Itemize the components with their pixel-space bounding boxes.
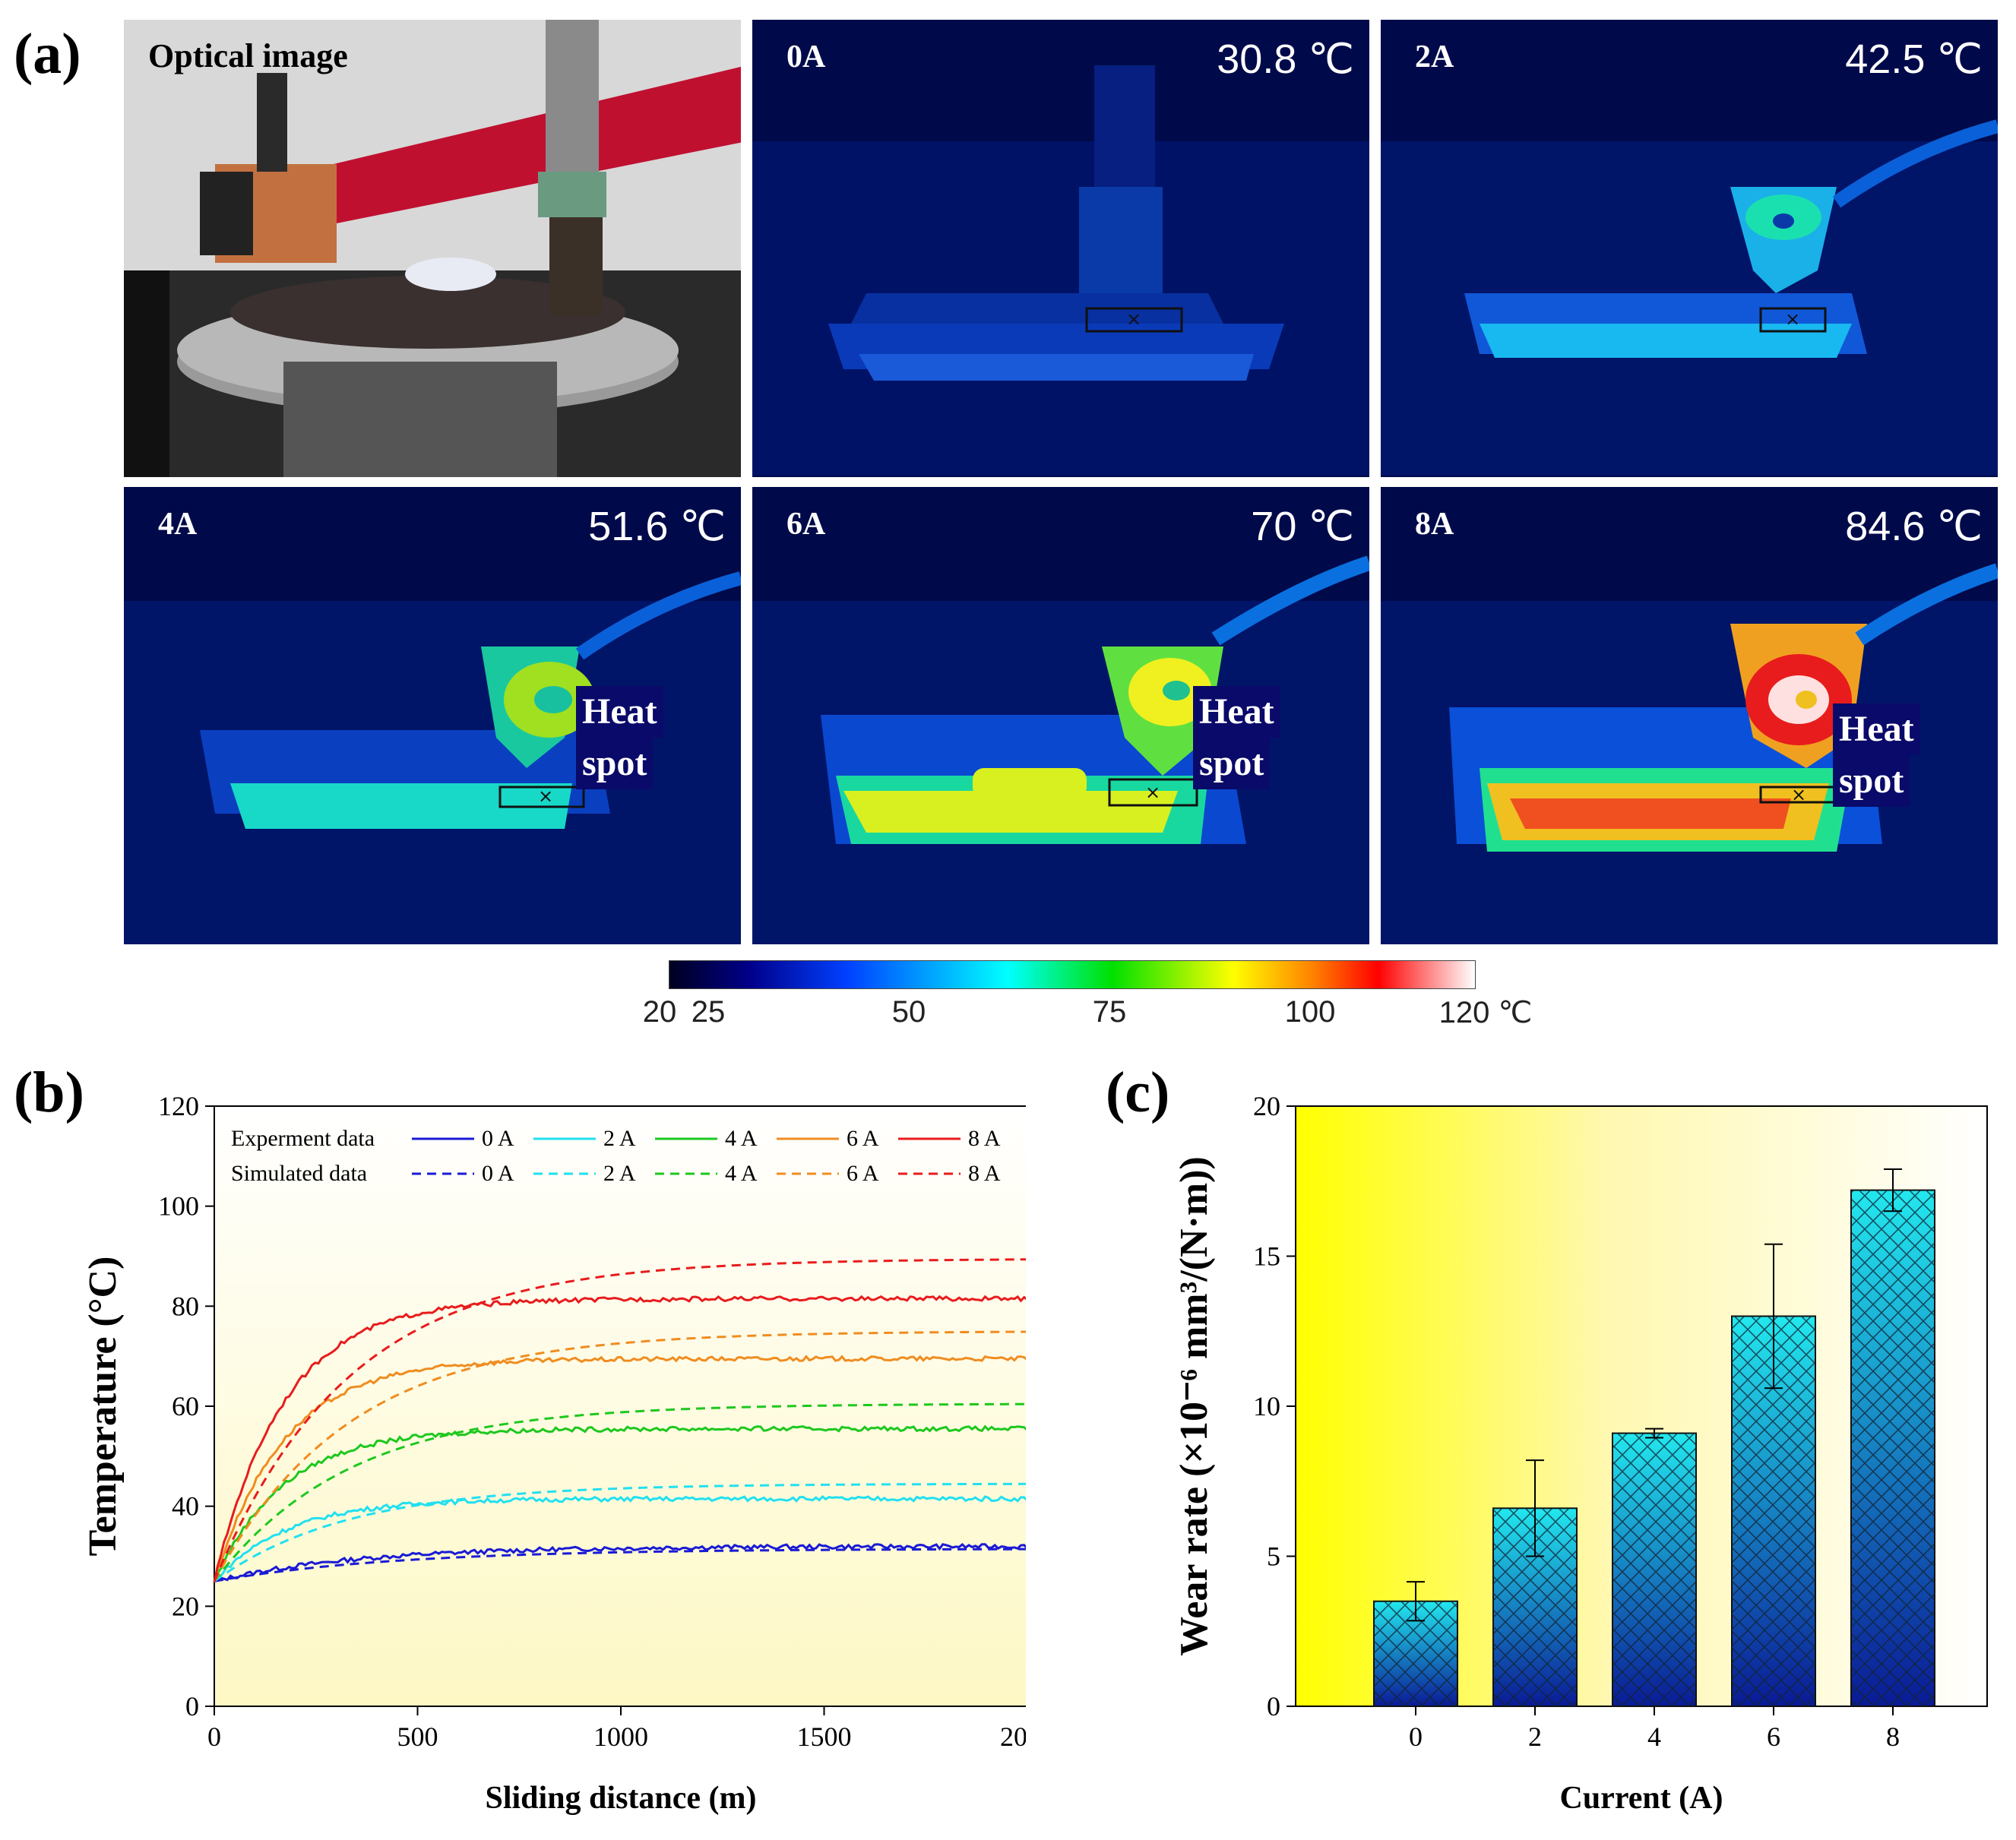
svg-text:×: × (1145, 782, 1160, 803)
tile-label-4a: 4A (158, 507, 198, 542)
thermal-tile-6a: × 6A 70 ℃ Heat spot (752, 487, 1369, 944)
colorbar-tick: 20 (642, 995, 677, 1029)
svg-text:×: × (1126, 308, 1141, 330)
series-line-simulated-8A (213, 1258, 1026, 1582)
tile-label-6a: 6A (786, 507, 826, 542)
legend-entry-label: 8 A (968, 1161, 1001, 1186)
x-tick-label: 2 (1528, 1721, 1542, 1752)
y-tick-label: 20 (1253, 1091, 1280, 1121)
x-tick-label: 0 (207, 1721, 221, 1752)
legend-entry-label: 2 A (603, 1126, 636, 1151)
svg-text:×: × (1785, 308, 1800, 330)
heat-spot-label-line1: Heat (576, 686, 663, 738)
x-axis-title: Current (A) (1559, 1781, 1723, 1816)
temperature-colorbar (669, 960, 1476, 989)
y-axis-title: Temperature (°C) (81, 1257, 125, 1557)
legend-entry-label: 2 A (603, 1161, 636, 1186)
series-line-simulated-4A (213, 1402, 1026, 1582)
colorbar-tick: 50 (891, 995, 926, 1029)
panel-label-c: (c) (1106, 1061, 1170, 1124)
tile-temp-4a: 51.6 ℃ (588, 504, 726, 549)
thermal-image-0a: × (752, 20, 1369, 477)
x-tick-label: 1000 (593, 1721, 648, 1752)
legend-row-label: Simulated data (231, 1161, 367, 1186)
y-tick-label: 40 (172, 1491, 199, 1522)
svg-text:×: × (538, 786, 553, 807)
bar-hatch (1851, 1190, 1935, 1706)
x-tick-label: 2000 (1000, 1721, 1026, 1752)
series-line-experiment-6A (213, 1355, 1026, 1582)
y-tick-label: 0 (1267, 1691, 1280, 1721)
tile-temp-2a: 42.5 ℃ (1845, 36, 1983, 82)
tile-temp-0a: 30.8 ℃ (1217, 36, 1354, 82)
legend-entry-label: 6 A (847, 1161, 879, 1186)
tile-label-2a: 2A (1415, 40, 1454, 74)
optical-image-tile: Optical image (124, 20, 741, 477)
bar-hatch (1612, 1433, 1696, 1706)
y-tick-label: 120 (158, 1091, 199, 1121)
panel-label-a: (a) (14, 22, 81, 86)
x-tick-label: 0 (1409, 1721, 1423, 1752)
tile-label-8a: 8A (1415, 507, 1454, 542)
y-tick-label: 5 (1267, 1541, 1280, 1572)
legend-entry-label: 0 A (482, 1161, 514, 1186)
series-line-experiment-0A (214, 1543, 1026, 1582)
x-tick-label: 8 (1886, 1721, 1900, 1752)
y-axis-title: Wear rate (×10⁻⁶ mm³/(N·m)) (1173, 1156, 1216, 1656)
tile-temp-8a: 84.6 ℃ (1845, 504, 1983, 549)
tile-label-0a: 0A (786, 40, 826, 74)
heat-spot-label-line1: Heat (1193, 686, 1280, 738)
colorbar-tick: 120 ℃ (1438, 996, 1533, 1029)
panel-label-b: (b) (14, 1061, 84, 1124)
heat-spot-label-line1: Heat (1833, 703, 1920, 755)
thermal-image-2a: × (1381, 20, 1998, 477)
x-axis-title: Sliding distance (m) (485, 1781, 756, 1816)
series-line-experiment-2A (213, 1494, 1026, 1582)
legend-entry-label: 6 A (847, 1126, 879, 1151)
series-line-simulated-6A (213, 1330, 1026, 1582)
y-tick-label: 20 (172, 1591, 199, 1621)
temperature-line-chart: 0 20 40 60 80 100 120 0 500 1000 1500 2000 Experme… (81, 1091, 1026, 1816)
thermal-tile-2a: × 2A 42.5 ℃ (1381, 20, 1998, 477)
legend-entry-label: 0 A (482, 1126, 514, 1151)
legend-entry-label: 4 A (725, 1126, 758, 1151)
optical-image-graphic (124, 20, 741, 477)
svg-text:×: × (1791, 784, 1806, 805)
heat-spot-label-line2: spot (576, 738, 654, 789)
y-tick-label: 100 (158, 1191, 199, 1222)
legend-row-label: Experment data (231, 1126, 375, 1151)
y-tick-label: 60 (172, 1391, 199, 1421)
y-tick-label: 10 (1253, 1391, 1280, 1421)
colorbar-tick: 75 (1092, 995, 1127, 1029)
tile-temp-6a: 70 ℃ (1251, 504, 1354, 549)
x-tick-label: 500 (397, 1721, 438, 1752)
thermal-tile-0a: × 0A 30.8 ℃ (752, 20, 1369, 477)
x-tick-label: 1500 (797, 1721, 852, 1752)
plot-area (214, 1105, 1026, 1707)
legend-entry-label: 4 A (725, 1161, 758, 1186)
thermal-tile-8a: × 8A 84.6 ℃ Heat spot (1381, 487, 1998, 944)
legend-entry-label: 8 A (968, 1126, 1001, 1151)
x-tick-label: 6 (1767, 1721, 1780, 1752)
y-tick-label: 0 (185, 1691, 199, 1721)
wear-rate-bar-chart: 0 5 10 15 20 0 2 4 6 8 Wear rate (×10⁻⁶ mm³/(N·m… (1173, 1091, 1988, 1816)
series-line-experiment-8A (213, 1295, 1026, 1583)
y-tick-label: 15 (1253, 1241, 1280, 1272)
heat-spot-label-line2: spot (1833, 755, 1910, 807)
colorbar-tick: 100 (1284, 995, 1336, 1029)
thermal-tile-4a: × 4A 51.6 ℃ Heat spot (124, 487, 741, 944)
heat-spot-label-line2: spot (1193, 738, 1271, 789)
colorbar-tick: 25 (691, 995, 726, 1029)
optical-image-title: Optical image (148, 37, 348, 74)
x-tick-label: 4 (1647, 1721, 1661, 1752)
series-line-experiment-4A (213, 1424, 1026, 1582)
y-tick-label: 80 (172, 1291, 199, 1321)
